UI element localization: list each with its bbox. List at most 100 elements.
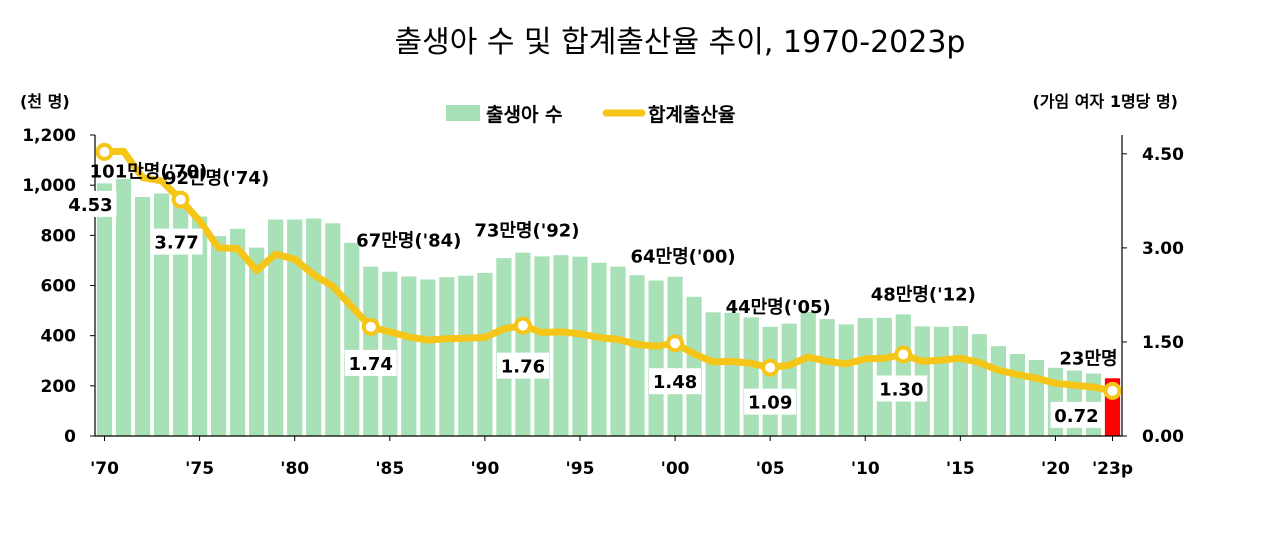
bar-1996 [591, 262, 607, 436]
legend: 출생아 수 합계출산율 [446, 104, 735, 126]
bar-1994 [553, 255, 569, 436]
fertility-label-2000: 1.48 [653, 372, 697, 393]
fertility-label-bg [150, 228, 203, 255]
fertility-label-2023: 0.72 [1054, 406, 1098, 427]
bar-2012 [895, 314, 911, 436]
birth-annotation-2023: 23만명 [1059, 348, 1117, 369]
bar-2000 [667, 276, 683, 436]
left-tick-label: 400 [41, 327, 77, 347]
left-axis-unit: (천 명) [20, 92, 70, 111]
chart-title: 출생아 수 및 합계출산율 추이, 1970-2023p [395, 25, 966, 60]
bar-2015 [952, 326, 968, 436]
bar-1999 [648, 280, 664, 436]
fertility-marker-2012 [894, 345, 913, 364]
bar-1976 [211, 236, 227, 436]
fertility-marker-2000 [666, 334, 685, 353]
bar-1986 [401, 276, 417, 436]
left-tick-label: 0 [64, 427, 76, 447]
bar-2002 [705, 312, 721, 436]
fertility-marker-2023 [1103, 381, 1122, 400]
x-tick-label: '15 [946, 459, 975, 479]
x-tick-label: '10 [851, 459, 880, 479]
fertility-label-2005: 1.09 [748, 393, 792, 414]
bar-2014 [933, 326, 949, 436]
bar-1983 [344, 242, 360, 436]
fertility-label-bg [875, 375, 928, 402]
fertility-label-1984: 1.74 [349, 354, 393, 375]
bar-1995 [572, 256, 588, 436]
right-axis-unit: (가임 여자 1명당 명) [1032, 92, 1178, 111]
bar-1975 [191, 216, 208, 436]
birth-annotation-1992: 73만명('92) [474, 221, 579, 242]
right-tick-label: 3.00 [1142, 239, 1184, 259]
fertility-label-1974: 3.77 [154, 233, 198, 254]
fertility-marker-1974 [171, 190, 190, 209]
fertility-marker-1970 [95, 142, 114, 161]
bar-1980 [287, 219, 303, 436]
axes: 0 200 400 600 800 1,000 1,200 0.00 1.50 3.00 4.50 '… [22, 126, 1184, 479]
left-tick-label: 600 [41, 277, 77, 297]
birth-annotation-2012: 48만명('12) [871, 284, 976, 305]
fertility-label-bg [744, 388, 797, 415]
bar-1977 [230, 228, 246, 436]
birth-annotation-2005: 44만명('05) [726, 297, 831, 318]
fertility-label-bg [649, 368, 702, 395]
bar-2007 [800, 312, 816, 436]
x-tick-label: '05 [756, 459, 785, 479]
fertility-label-2012: 1.30 [879, 379, 923, 400]
x-tick-label: '80 [280, 459, 309, 479]
bar-2008 [819, 319, 835, 436]
bar-2018 [1009, 353, 1026, 436]
bar-2003 [724, 312, 740, 436]
bar-2005 [762, 326, 778, 436]
fertility-rate-line [101, 147, 1116, 395]
x-tick-label: '23p [1092, 459, 1133, 479]
fertility-label-bg [496, 352, 549, 379]
fertility-label-1970: 4.53 [68, 195, 112, 216]
x-tick-label: '85 [375, 459, 404, 479]
fertility-label-bg [344, 349, 397, 376]
line-series [95, 142, 1122, 400]
bar-1978 [249, 247, 265, 436]
fertility-marker-2005 [761, 358, 780, 377]
birth-annotation-2000: 64만명('00) [630, 247, 735, 268]
fertility-label-bg [64, 190, 117, 217]
birth-annotation-1984: 67만명('84) [356, 231, 461, 252]
bar-2010 [857, 318, 873, 436]
bar-1991 [496, 258, 512, 436]
bar-1971 [115, 178, 132, 437]
left-tick-label: 1,200 [22, 126, 76, 146]
legend-bar-swatch [446, 105, 480, 121]
bar-2016 [971, 334, 987, 436]
bar-2006 [781, 323, 797, 436]
x-tick-label: '20 [1041, 459, 1070, 479]
bar-2001 [686, 296, 702, 436]
bar-1990 [477, 272, 493, 436]
bar-1982 [325, 223, 341, 436]
bar-2009 [838, 324, 854, 436]
fertility-label-1992: 1.76 [501, 357, 545, 378]
bar-1993 [534, 256, 550, 436]
fertility-label-bg [1050, 401, 1103, 428]
fertility-marker-1984 [361, 317, 380, 336]
left-tick-label: 200 [41, 377, 77, 397]
bar-1972 [134, 196, 151, 436]
bar-1997 [610, 266, 626, 436]
x-tick-label: '70 [90, 459, 119, 479]
bar-1979 [268, 219, 284, 436]
x-tick-label: '90 [470, 459, 499, 479]
bar-2004 [743, 317, 759, 436]
bar-1988 [439, 277, 455, 436]
legend-line-label: 합계출산율 [648, 104, 735, 126]
right-tick-label: 1.50 [1142, 333, 1184, 353]
annotations: 4.53 3.77 1.74 1.76 1.48 1.09 1.30 0.72 101만명('7… [64, 161, 1118, 428]
x-tick-label: '00 [661, 459, 690, 479]
bar-series [96, 178, 1121, 437]
legend-bar-label: 출생아 수 [486, 104, 563, 126]
x-tick-label: '95 [566, 459, 595, 479]
right-tick-label: 4.50 [1142, 145, 1184, 165]
bar-1974 [172, 204, 189, 436]
right-tick-label: 0.00 [1142, 427, 1184, 447]
bar-2017 [990, 346, 1006, 436]
